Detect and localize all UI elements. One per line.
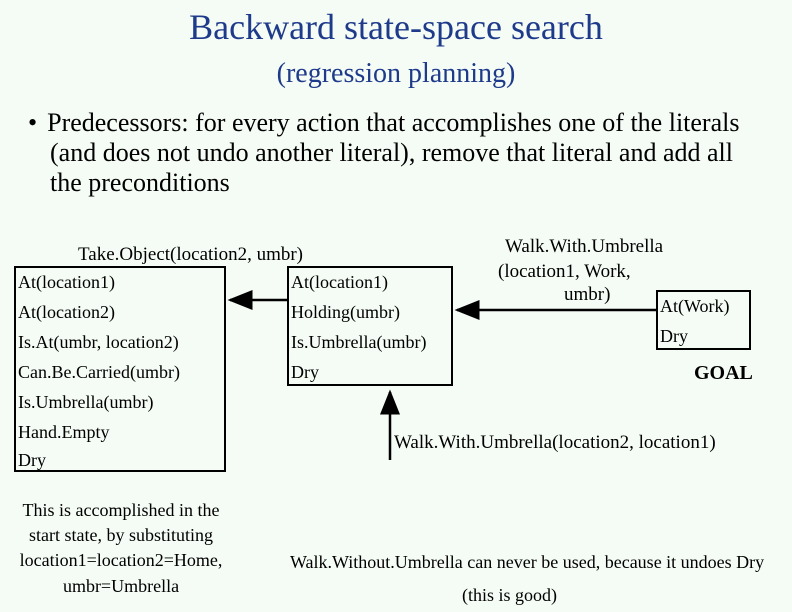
box-left-item-5: Hand.Empty <box>18 422 110 443</box>
box-mid-item-2: Is.Umbrella(umbr) <box>291 332 426 353</box>
box-right-item-0: At(Work) <box>660 296 730 317</box>
box-mid-item-3: Dry <box>291 362 319 383</box>
box-left-item-4: Is.Umbrella(umbr) <box>18 392 153 413</box>
action2-line2: (location1, Work, <box>498 261 631 283</box>
bullet-predecessors: •Predecessors: for every action that acc… <box>0 90 792 198</box>
cannot-use-label: Walk.Without.Umbrella can never be used,… <box>290 552 764 573</box>
box-left-item-0: At(location1) <box>18 272 115 293</box>
box-right-item-1: Dry <box>660 326 688 347</box>
page-title: Backward state-space search <box>0 0 792 48</box>
note-l1: This is accomplished in the <box>6 498 236 523</box>
bullet-text: Predecessors: for every action that acco… <box>47 108 739 197</box>
box-mid-item-0: At(location1) <box>291 272 388 293</box>
box-left-item-3: Can.Be.Carried(umbr) <box>18 362 180 383</box>
note-l4: umbr=Umbrella <box>6 574 236 599</box>
goal-label: GOAL <box>694 362 753 385</box>
action1-label: Take.Object(location2, umbr) <box>78 244 303 266</box>
box-left-item-6: Dry <box>18 450 46 471</box>
walk-with-label: Walk.With.Umbrella(location2, location1) <box>394 432 716 454</box>
box-left-item-2: Is.At(umbr, location2) <box>18 332 179 353</box>
page-subtitle: (regression planning) <box>0 48 792 90</box>
good-label: (this is good) <box>462 585 557 606</box>
box-mid-item-1: Holding(umbr) <box>291 302 400 323</box>
note-l3: location1=location2=Home, <box>6 548 236 573</box>
box-left-item-1: At(location2) <box>18 302 115 323</box>
note-l2: start state, by substituting <box>6 523 236 548</box>
action2-line3: umbr) <box>564 284 610 306</box>
action2-line1: Walk.With.Umbrella <box>505 236 663 258</box>
